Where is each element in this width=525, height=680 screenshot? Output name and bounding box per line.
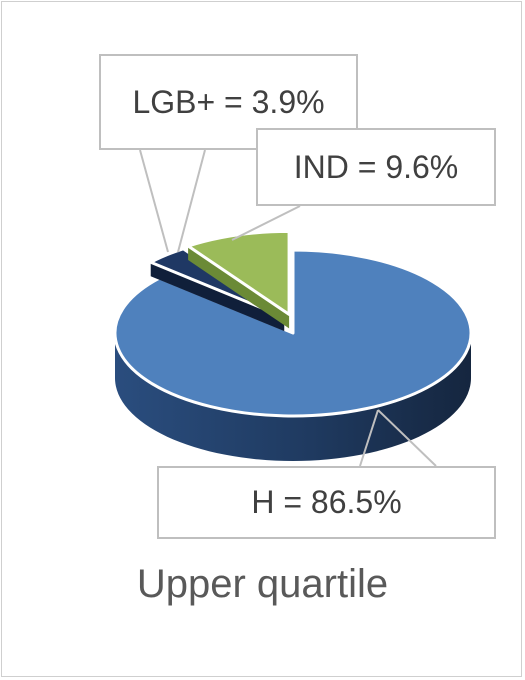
slice-ind: [186, 229, 291, 316]
slice-h: [113, 248, 473, 418]
slice-label-h: H = 86.5%: [157, 466, 496, 539]
slice-label-ind: IND = 9.6%: [256, 128, 496, 206]
leader-lgb-2: [177, 149, 206, 253]
leader-h-2: [377, 409, 437, 467]
slice-lgb-side: [150, 262, 285, 332]
leader-h: [359, 409, 379, 467]
slice-ind-side: [188, 246, 290, 329]
chart-title: Upper quartile: [136, 562, 389, 606]
slice-h-side: [115, 333, 471, 461]
leader-ind: [231, 205, 301, 241]
leader-lgb: [139, 149, 169, 253]
